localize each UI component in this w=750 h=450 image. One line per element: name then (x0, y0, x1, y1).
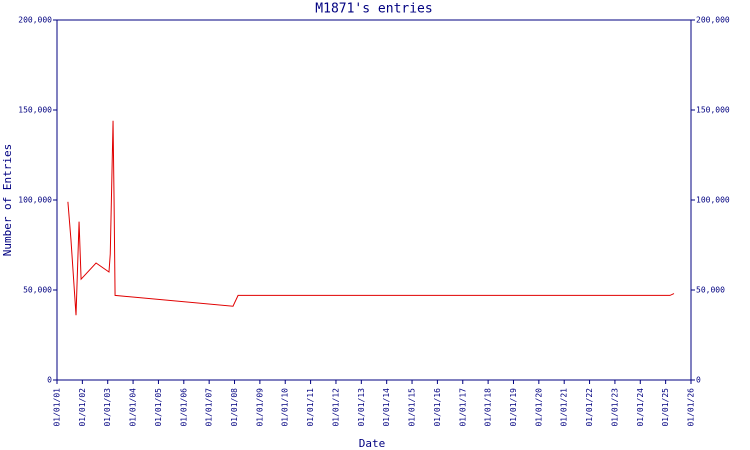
x-tick-label: 01/01/21 (560, 388, 569, 427)
data-line (67, 120, 675, 316)
x-tick-label: 01/01/20 (534, 388, 543, 427)
y2-tick-label: 200,000 (696, 16, 730, 25)
x-tick-label: 01/01/26 (687, 388, 696, 427)
x-axis-title: Date (359, 437, 386, 450)
x-tick-label: 01/01/16 (433, 388, 442, 427)
x-tick-label: 01/01/23 (610, 388, 619, 427)
x-tick-label: 01/01/02 (78, 388, 87, 427)
x-tick-label: 01/01/03 (103, 388, 112, 427)
x-tick-label: 01/01/06 (179, 388, 188, 427)
x-tick-label: 01/01/08 (230, 388, 239, 427)
x-tick-label: 01/01/17 (458, 388, 467, 427)
x-tick-label: 01/01/18 (484, 388, 493, 427)
x-tick-label: 01/01/24 (636, 388, 645, 427)
x-tick-label: 01/01/09 (255, 388, 264, 427)
y-axis-title: Number of Entries (1, 144, 14, 257)
x-tick-label: 01/01/10 (281, 388, 290, 427)
x-tick-label: 01/01/12 (331, 388, 340, 427)
y-tick-label: 0 (47, 376, 52, 385)
x-tick-label: 01/01/15 (408, 388, 417, 427)
chart-title: M1871's entries (315, 2, 432, 17)
x-tick-label: 01/01/19 (509, 388, 518, 427)
x-tick-label: 01/01/13 (357, 388, 366, 427)
y2-tick-label: 0 (696, 376, 701, 385)
x-tick-label: 01/01/04 (129, 388, 138, 427)
y2-tick-label: 100,000 (696, 196, 730, 205)
y2-tick-label: 50,000 (696, 286, 725, 295)
plot-frame (56, 19, 692, 381)
x-tick-label: 01/01/01 (53, 388, 62, 427)
y-tick-label: 150,000 (18, 106, 52, 115)
y2-tick-label: 150,000 (696, 106, 730, 115)
x-tick-label: 01/01/25 (661, 388, 670, 427)
y-tick-label: 50,000 (23, 286, 52, 295)
y-tick-label: 200,000 (18, 16, 52, 25)
x-tick-label: 01/01/05 (154, 388, 163, 427)
x-tick-label: 01/01/07 (205, 388, 214, 427)
x-tick-label: 01/01/11 (306, 388, 315, 427)
x-tick-label: 01/01/14 (382, 388, 391, 427)
y-tick-label: 100,000 (18, 196, 52, 205)
x-tick-label: 01/01/22 (585, 388, 594, 427)
